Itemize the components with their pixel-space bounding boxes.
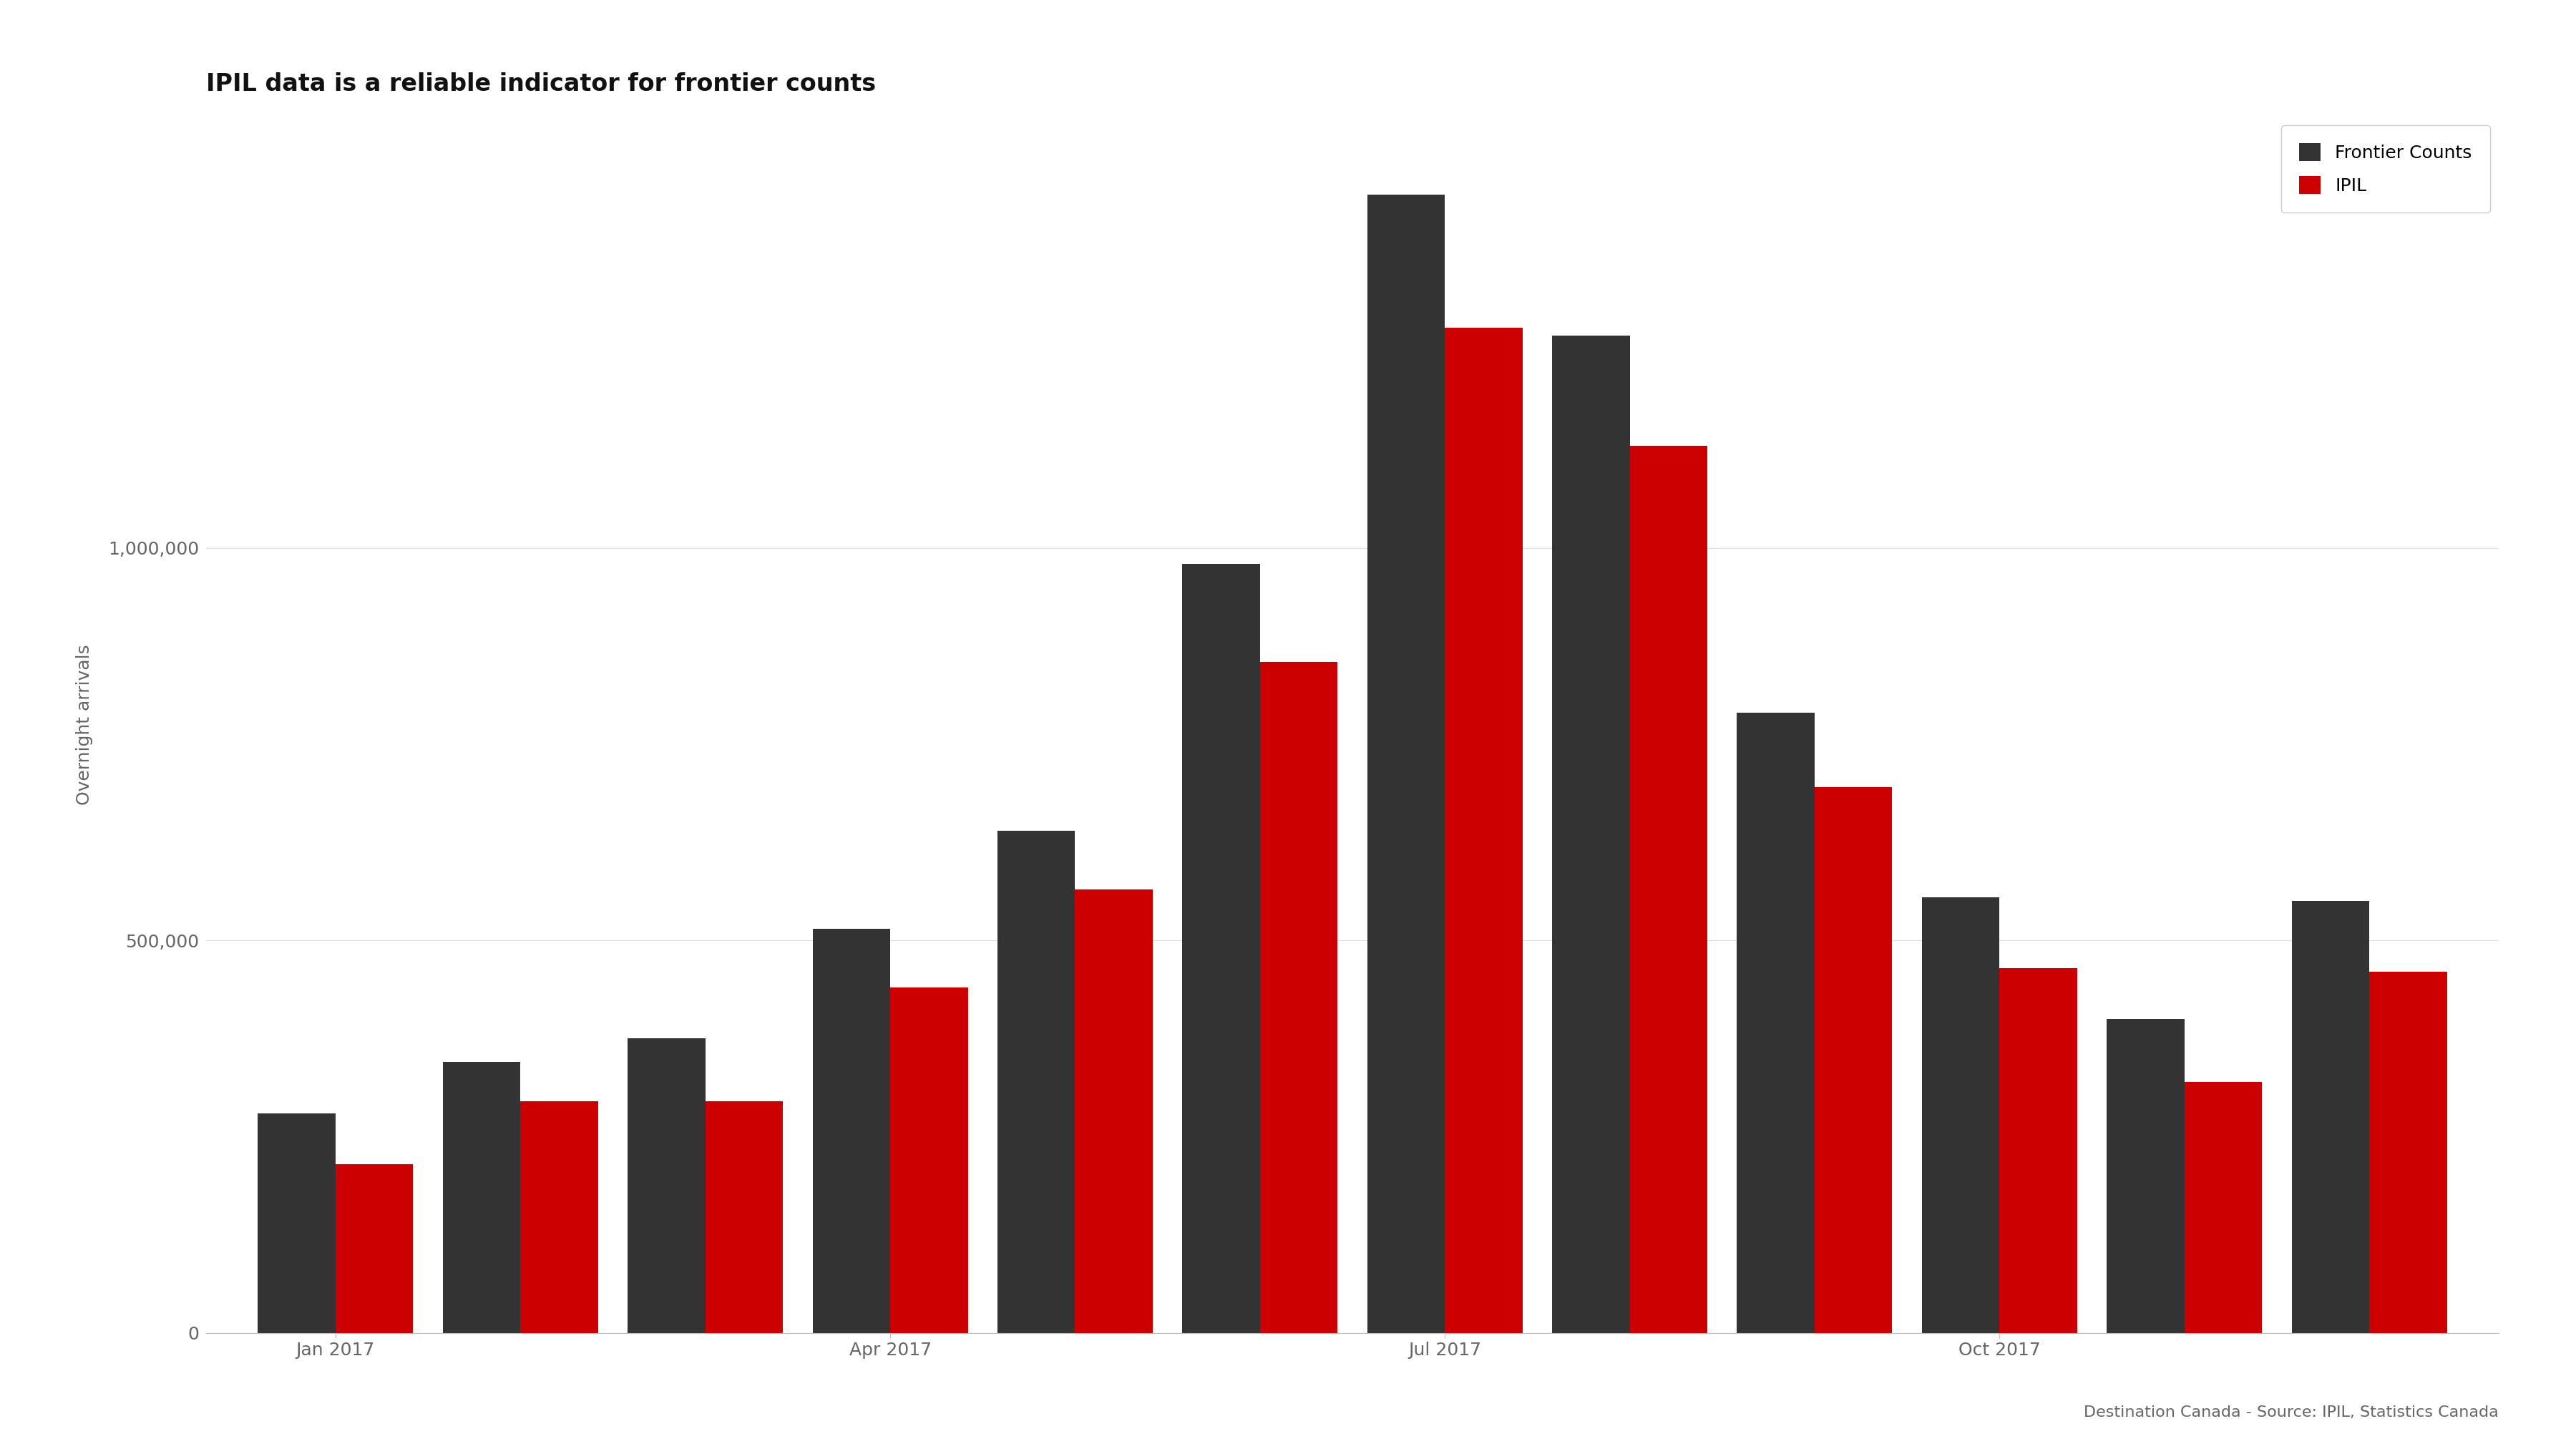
Bar <box>1368 194 1445 1333</box>
Legend: Frontier Counts, IPIL: Frontier Counts, IPIL <box>2282 125 2491 213</box>
Text: Destination Canada - Source: IPIL, Statistics Canada: Destination Canada - Source: IPIL, Stati… <box>2084 1406 2499 1420</box>
Bar <box>1182 564 1260 1333</box>
Bar <box>2107 1019 2184 1333</box>
Bar <box>2293 901 2370 1333</box>
Bar <box>997 830 1074 1333</box>
Bar <box>2184 1082 2262 1333</box>
Bar <box>2370 972 2447 1333</box>
Bar <box>1260 662 1337 1333</box>
Bar <box>891 988 969 1333</box>
Bar <box>1445 327 1522 1333</box>
Bar <box>1736 713 1814 1333</box>
Bar <box>629 1039 706 1333</box>
Bar <box>706 1101 783 1333</box>
Bar <box>1999 968 2076 1333</box>
Bar <box>443 1062 520 1333</box>
Bar <box>1074 890 1151 1333</box>
Bar <box>811 929 891 1333</box>
Bar <box>1922 897 1999 1333</box>
Bar <box>258 1113 335 1333</box>
Bar <box>1814 787 1893 1333</box>
Bar <box>1631 446 1708 1333</box>
Bar <box>520 1101 598 1333</box>
Bar <box>1553 336 1631 1333</box>
Text: IPIL data is a reliable indicator for frontier counts: IPIL data is a reliable indicator for fr… <box>206 72 876 96</box>
Bar <box>335 1164 412 1333</box>
Y-axis label: Overnight arrivals: Overnight arrivals <box>77 645 93 804</box>
